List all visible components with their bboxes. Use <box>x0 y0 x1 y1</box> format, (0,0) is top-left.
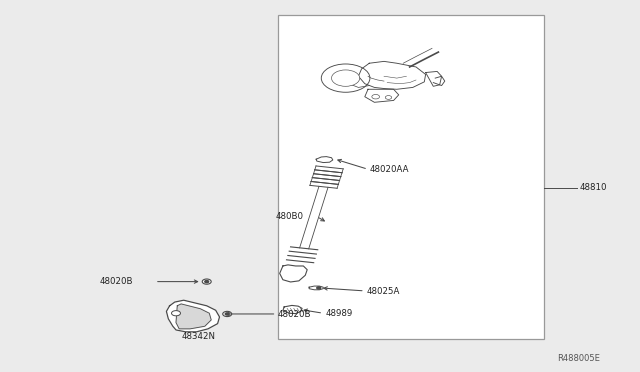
Text: 480B0: 480B0 <box>275 212 303 221</box>
Polygon shape <box>280 265 307 282</box>
Circle shape <box>225 313 229 315</box>
Bar <box>278 15 544 339</box>
Text: 48810: 48810 <box>580 183 607 192</box>
Polygon shape <box>283 305 302 314</box>
Text: 48020AA: 48020AA <box>369 165 409 174</box>
Circle shape <box>321 64 370 92</box>
Polygon shape <box>433 76 445 86</box>
Polygon shape <box>309 286 323 290</box>
Circle shape <box>372 94 380 99</box>
Text: 48342N: 48342N <box>181 332 215 341</box>
Text: 48989: 48989 <box>325 309 353 318</box>
Polygon shape <box>316 157 333 163</box>
Circle shape <box>317 287 321 289</box>
Circle shape <box>332 70 360 86</box>
Text: 48020B: 48020B <box>99 277 132 286</box>
Polygon shape <box>426 71 442 86</box>
Polygon shape <box>358 61 426 89</box>
Polygon shape <box>365 89 399 102</box>
Circle shape <box>205 280 209 283</box>
Polygon shape <box>176 304 211 329</box>
Circle shape <box>385 96 392 99</box>
Circle shape <box>223 311 232 317</box>
Circle shape <box>202 279 211 284</box>
Circle shape <box>172 311 180 316</box>
Text: 48025A: 48025A <box>366 287 399 296</box>
Text: R488005E: R488005E <box>557 354 600 363</box>
Polygon shape <box>166 300 220 332</box>
Text: 48020B: 48020B <box>278 310 311 319</box>
